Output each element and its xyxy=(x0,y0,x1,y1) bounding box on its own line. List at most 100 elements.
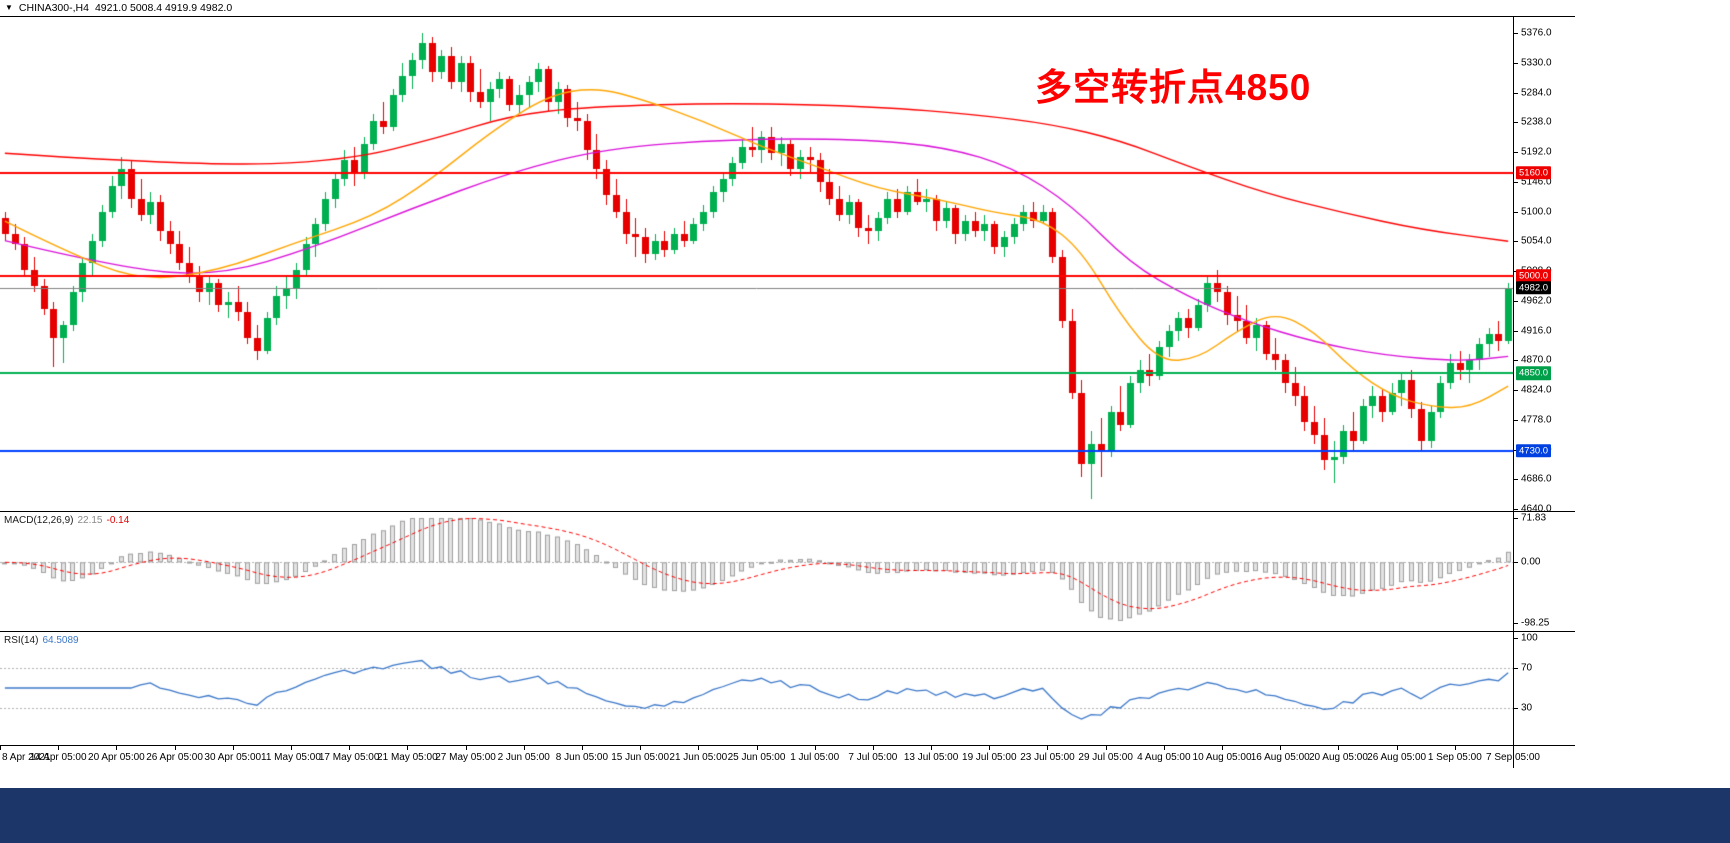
ohlc-readout: 4921.0 5008.4 4919.9 4982.0 xyxy=(94,2,233,14)
time-tick-mark xyxy=(58,746,59,750)
symbol-period-label: CHINA300-,H4 xyxy=(18,2,89,14)
rsi-chart[interactable] xyxy=(0,632,1513,745)
price-tick-label: 4916.0 xyxy=(1521,325,1552,336)
time-tick-label: 30 Apr 05:00 xyxy=(204,752,262,763)
time-tick-label: 16 Aug 05:00 xyxy=(1250,752,1310,763)
time-tick-mark xyxy=(407,746,408,750)
time-tick-label: 27 May 05:00 xyxy=(435,752,496,763)
time-tick-label: 26 Aug 05:00 xyxy=(1367,752,1427,763)
macd-main-value: 22.15 xyxy=(77,515,103,526)
time-tick-label: 1 Jul 05:00 xyxy=(790,752,840,763)
macd-tick-mark xyxy=(1514,562,1518,563)
macd-panel[interactable]: MACD(12,26,9) 22.15 -0.14 71.83 0.00 -98.25 xyxy=(0,511,1575,631)
price-tick-mark xyxy=(1514,212,1518,213)
price-panel[interactable]: 多空转折点4850 5376.0 5330.0 5284.0 5238.0 5192.0… xyxy=(0,17,1575,515)
time-tick-mark xyxy=(1047,746,1048,750)
time-tick-label: 8 Apr 2021 xyxy=(2,752,51,763)
price-tick-mark xyxy=(1514,93,1518,94)
time-tick-label: 25 Jun 05:00 xyxy=(727,752,786,763)
chart-title-bar: ▼ CHINA300-,H4 4921.0 5008.4 4919.9 4982… xyxy=(0,0,1575,17)
time-tick-label: 13 Jul 05:00 xyxy=(903,752,959,763)
rsi-name: RSI(14) xyxy=(4,635,39,646)
price-level-badge: 4730.0 xyxy=(1516,444,1552,458)
time-tick-label: 19 Jul 05:00 xyxy=(962,752,1017,763)
time-tick-mark xyxy=(582,746,583,750)
price-tick-mark xyxy=(1514,420,1518,421)
time-tick-label: 1 Sep 05:00 xyxy=(1427,752,1482,763)
time-tick-label: 10 Aug 05:00 xyxy=(1192,752,1252,763)
price-tick-label: 5238.0 xyxy=(1521,116,1552,128)
time-tick-label: 17 May 05:00 xyxy=(318,752,380,763)
macd-label: MACD(12,26,9) 22.15 -0.14 xyxy=(4,515,129,526)
time-tick-mark xyxy=(931,746,932,750)
time-tick-mark xyxy=(1106,746,1107,750)
axis-separator-line xyxy=(1513,17,1514,768)
price-tick-mark xyxy=(1514,479,1518,480)
annotation-text: 多空转折点4850 xyxy=(1035,67,1312,108)
price-level-badge: 5160.0 xyxy=(1516,165,1552,180)
rsi-value: 64.5089 xyxy=(42,635,79,646)
time-tick-mark xyxy=(1164,746,1165,750)
time-tick-mark xyxy=(1338,746,1339,750)
time-tick-label: 20 Aug 05:00 xyxy=(1308,752,1368,763)
time-tick-label: 20 Apr 05:00 xyxy=(88,752,145,763)
price-tick-mark xyxy=(1514,182,1518,183)
price-tick-label: 5100.0 xyxy=(1521,206,1552,217)
price-tick-label: 4778.0 xyxy=(1521,414,1552,426)
time-tick-mark xyxy=(698,746,699,750)
time-tick-mark xyxy=(640,746,641,750)
price-tick-label: 4870.0 xyxy=(1521,354,1552,366)
time-tick-mark xyxy=(466,746,467,750)
price-tick-label: 4640.0 xyxy=(1521,503,1552,515)
time-tick-mark xyxy=(1222,746,1223,750)
taskbar xyxy=(0,788,1730,843)
candlestick-chart[interactable] xyxy=(0,17,1513,511)
macd-chart[interactable] xyxy=(0,512,1513,631)
price-tick-label: 5376.0 xyxy=(1521,27,1552,39)
time-tick-mark xyxy=(1280,746,1281,750)
time-tick-mark xyxy=(116,746,117,750)
macd-tick-mark xyxy=(1514,518,1518,519)
price-tick-label: 4962.0 xyxy=(1521,295,1552,307)
time-tick-mark xyxy=(0,746,1,750)
time-tick-label: 23 Jul 05:00 xyxy=(1020,752,1075,763)
macd-tick-label: 0.00 xyxy=(1521,556,1541,568)
time-tick-mark xyxy=(757,746,758,750)
time-tick-label: 7 Jul 05:00 xyxy=(848,752,898,763)
macd-tick-label: -98.25 xyxy=(1521,617,1550,629)
price-tick-mark xyxy=(1514,152,1518,153)
rsi-tick-mark xyxy=(1514,638,1518,639)
rsi-panel[interactable]: RSI(14) 64.5089 100 70 30 xyxy=(0,631,1575,745)
time-tick-label: 21 Jun 05:00 xyxy=(669,752,728,763)
rsi-axis: 100 70 30 xyxy=(1513,632,1575,745)
time-tick-label: 2 Jun 05:00 xyxy=(497,752,550,763)
rsi-tick-mark xyxy=(1514,668,1518,669)
rsi-tick-label: 100 xyxy=(1521,632,1538,644)
time-tick-label: 26 Apr 05:00 xyxy=(146,752,203,763)
price-level-badge: 4982.0 xyxy=(1516,281,1552,295)
time-tick-label: 11 May 05:00 xyxy=(261,752,321,763)
time-tick-label: 15 Jun 05:00 xyxy=(611,752,670,763)
time-tick-mark xyxy=(233,746,234,750)
time-tick-mark xyxy=(349,746,350,750)
macd-tick-mark xyxy=(1514,623,1518,624)
price-tick-mark xyxy=(1514,241,1518,242)
macd-signal-value: -0.14 xyxy=(106,515,130,526)
time-tick-label: 21 May 05:00 xyxy=(377,752,438,763)
price-tick-label: 5284.0 xyxy=(1521,87,1552,98)
price-tick-label: 4824.0 xyxy=(1521,384,1552,396)
time-tick-mark xyxy=(524,746,525,750)
price-tick-label: 5192.0 xyxy=(1521,146,1552,158)
price-tick-mark xyxy=(1514,33,1518,34)
time-axis: 8 Apr 2021 14 Apr 05:00 20 Apr 05:00 26 Apr… xyxy=(0,745,1575,768)
collapse-ohlc-toggle[interactable]: ▼ xyxy=(5,3,13,12)
time-tick-mark xyxy=(989,746,990,750)
macd-tick-label: 71.83 xyxy=(1521,512,1547,524)
price-tick-label: 4686.0 xyxy=(1521,473,1552,485)
time-tick-mark xyxy=(291,746,292,750)
price-tick-mark xyxy=(1514,390,1518,391)
price-tick-mark xyxy=(1514,360,1518,361)
price-tick-label: 5146.0 xyxy=(1521,176,1552,188)
time-tick-label: 8 Jun 05:00 xyxy=(555,752,609,763)
price-tick-label: 5330.0 xyxy=(1521,57,1552,69)
